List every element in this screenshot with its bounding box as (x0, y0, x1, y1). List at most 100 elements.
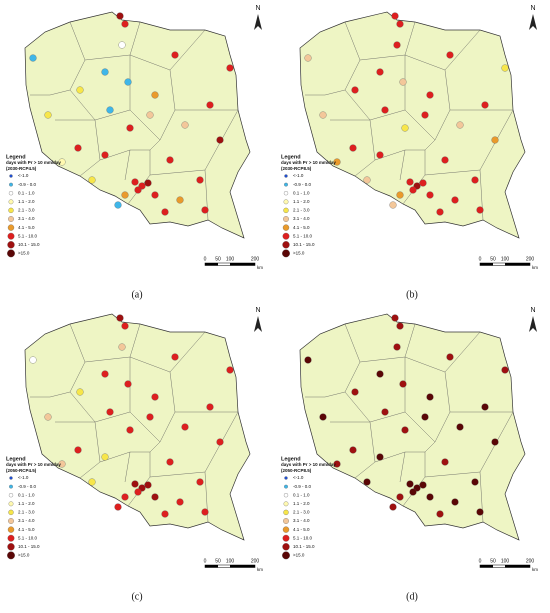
legend-swatch (7, 526, 15, 533)
scale-label: 50 (215, 558, 221, 564)
station-dot (121, 191, 129, 199)
station-dot (74, 144, 82, 152)
legend-title: Legend (6, 154, 26, 160)
station-dot (446, 51, 454, 59)
station-dot (426, 91, 434, 99)
scale-bar-segment (505, 263, 530, 266)
station-dot (151, 493, 159, 501)
station-dot (491, 136, 499, 144)
legend-swatch (9, 476, 13, 480)
legend-label: -0.9 - 0.0 (18, 484, 37, 489)
scale-label: 0 (479, 256, 482, 262)
station-dot (101, 453, 109, 461)
scale-label: 0 (204, 256, 207, 262)
scale-label: 100 (501, 256, 510, 262)
station-dot (481, 403, 489, 411)
region-border (129, 411, 161, 443)
scale-bar-segment (230, 565, 255, 568)
station-dot (426, 393, 434, 401)
legend-label: <-1.0 (18, 475, 29, 480)
legend-subtitle: days with Pr > 10 mm/day (6, 462, 61, 467)
legend-swatch (7, 543, 15, 551)
north-label: N (530, 307, 535, 314)
station-dot (376, 68, 384, 76)
station-dot (161, 510, 169, 518)
station-dot (44, 111, 52, 119)
legend-label: >15.0 (293, 553, 305, 558)
station-dot (456, 423, 464, 431)
legend-label: 4.1 - 5.0 (18, 225, 35, 230)
legend-label: 5.1 - 10.0 (293, 535, 313, 540)
station-dot (206, 101, 214, 109)
station-dot (121, 493, 129, 501)
station-dot (441, 156, 449, 164)
legend-swatch (8, 216, 14, 222)
scale-label: 200 (251, 558, 260, 564)
station-dot (471, 478, 479, 486)
legend-swatch (283, 509, 289, 516)
region-border (424, 69, 451, 151)
legend-swatch (283, 207, 289, 214)
country-outline (299, 313, 526, 541)
station-dot (456, 121, 464, 129)
station-dot (171, 353, 179, 361)
station-dot (151, 393, 159, 401)
north-arrow (254, 316, 262, 332)
legend-scenario: (2050-RCP4.5) (6, 468, 37, 473)
legend-label: 0.1 - 1.0 (293, 492, 310, 497)
north-arrow (529, 14, 537, 30)
legend-label: 0.1 - 1.0 (18, 190, 35, 195)
station-dot (206, 403, 214, 411)
station-dot (451, 498, 459, 506)
station-dot (389, 503, 397, 511)
station-dot (161, 208, 169, 216)
region-border (399, 149, 406, 181)
scale-label: 100 (501, 558, 510, 564)
north-label: N (255, 5, 260, 12)
legend-label: 5.1 - 10.0 (18, 233, 38, 238)
station-dot (181, 121, 189, 129)
legend-label: >15.0 (18, 251, 30, 256)
station-dot (29, 356, 37, 364)
legend-label: 2.1 - 3.0 (293, 510, 310, 515)
legend-label: 5.1 - 10.0 (18, 535, 38, 540)
legend-label: 1.1 - 2.0 (18, 199, 35, 204)
station-dot (376, 151, 384, 159)
station-dot (381, 408, 389, 416)
station-dot (44, 413, 52, 421)
station-dot (176, 196, 184, 204)
station-dot (181, 423, 189, 431)
station-dot (409, 186, 417, 194)
region-border (124, 149, 131, 181)
legend-label: 1.1 - 2.0 (293, 501, 310, 506)
legend-label: >15.0 (293, 251, 305, 256)
legend-swatch (9, 484, 13, 489)
station-dot (476, 206, 484, 214)
legend-scenario: (2030-RCP8.5) (281, 166, 312, 171)
station-dot (151, 191, 159, 199)
panel-caption: (c) (131, 591, 142, 602)
legend-label: <-1.0 (293, 173, 304, 178)
legend-swatch (284, 476, 288, 480)
legend-label: 2.1 - 3.0 (293, 208, 310, 213)
station-dot (476, 508, 484, 516)
station-dot (176, 498, 184, 506)
station-dot (134, 186, 142, 194)
legend-label: 3.1 - 4.0 (293, 216, 310, 221)
station-dot (333, 158, 341, 166)
station-dot (304, 54, 312, 62)
scale-bar-segment (205, 263, 218, 266)
legend-swatch (8, 501, 14, 507)
station-dot (481, 101, 489, 109)
legend-swatch (283, 216, 289, 222)
legend-label: 4.1 - 5.0 (293, 527, 310, 532)
region-border (404, 411, 436, 443)
legend-swatch (7, 534, 15, 542)
station-dot (409, 488, 417, 496)
scale-label: 200 (526, 558, 535, 564)
station-dot (399, 380, 407, 388)
legend-label: <-1.0 (293, 475, 304, 480)
station-dot (419, 179, 427, 187)
